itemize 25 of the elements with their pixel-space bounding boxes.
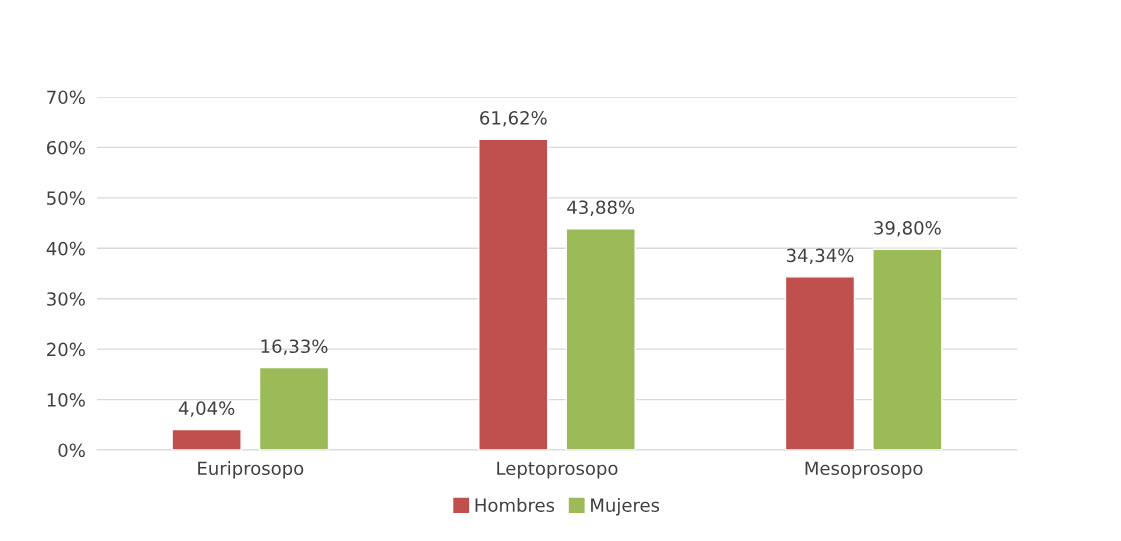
- data-label: 34,34%: [786, 248, 854, 265]
- y-tick-label: 70%: [47, 90, 85, 105]
- y-tick-label: 50%: [47, 191, 85, 205]
- y-tick-label: 40%: [46, 241, 85, 256]
- y-tick-label: 20%: [47, 342, 85, 357]
- bar: [258, 366, 330, 450]
- bar: [872, 248, 943, 450]
- bar: [171, 428, 242, 450]
- legend-label: Hombres: [475, 498, 555, 512]
- data-label: 4,04%: [178, 401, 235, 417]
- data-label: 61,62%: [480, 110, 547, 127]
- x-tick-label: Leptoprosopo: [497, 461, 618, 479]
- data-label: 16,33%: [261, 339, 328, 355]
- bar: [784, 276, 856, 450]
- legend-label: Mujeres: [591, 498, 660, 516]
- y-tick-label: 0%: [58, 443, 85, 458]
- y-tick-label: 10%: [47, 393, 85, 407]
- x-tick-label: Mesoprosopo: [805, 461, 923, 479]
- data-label: 43,88%: [567, 200, 635, 216]
- y-tick-label: 30%: [47, 292, 85, 306]
- data-label: 39,80%: [874, 221, 941, 237]
- y-tick-label: 60%: [47, 140, 85, 155]
- bar: [565, 228, 636, 450]
- bar: [478, 138, 549, 450]
- x-tick-label: Euriprosopo: [198, 461, 304, 479]
